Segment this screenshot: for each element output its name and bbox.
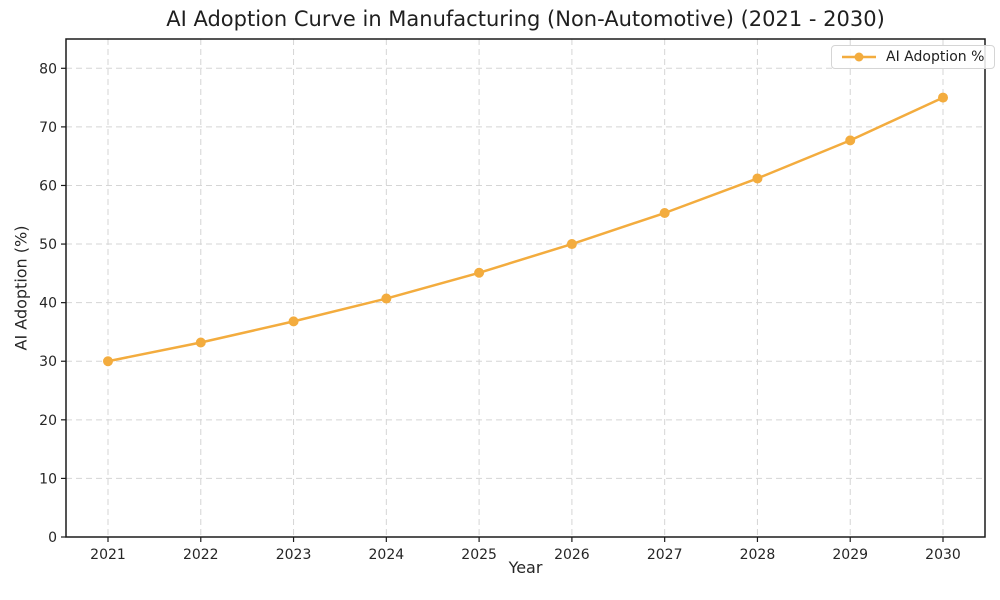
axes-frame	[65, 38, 986, 538]
x-axis-label: Year	[508, 558, 543, 577]
y-tick-label: 0	[48, 530, 57, 546]
data-point	[103, 356, 113, 367]
legend-label: AI Adoption %	[886, 49, 985, 65]
chart-title: AI Adoption Curve in Manufacturing (Non-…	[166, 7, 885, 31]
y-tick-label: 70	[39, 120, 57, 136]
x-tick-label: 2022	[183, 547, 219, 563]
y-tick-label: 20	[39, 413, 57, 429]
data-point	[938, 92, 948, 103]
y-tick-label: 50	[39, 237, 57, 253]
x-tick-label: 2030	[925, 547, 961, 563]
legend-marker	[854, 52, 864, 62]
series-line	[106, 96, 945, 363]
x-tick-label: 2026	[554, 547, 590, 563]
x-tick-label: 2025	[461, 547, 497, 563]
x-tick-label: 2029	[832, 547, 868, 563]
data-point	[474, 267, 485, 278]
y-tick-label: 80	[39, 61, 57, 77]
data-point	[566, 239, 577, 250]
data-point	[381, 293, 392, 304]
data-point	[845, 135, 856, 146]
data-point	[195, 337, 206, 348]
data-point	[288, 316, 299, 327]
y-tick-label: 10	[39, 471, 57, 487]
x-tick-label: 2027	[647, 547, 683, 563]
data-point	[659, 208, 670, 219]
legend: AI Adoption %	[831, 45, 996, 69]
data-point	[752, 173, 763, 184]
x-tick-label: 2023	[276, 547, 312, 563]
x-tick-label: 2021	[90, 547, 126, 563]
y-tick-label: 30	[39, 354, 57, 370]
x-tick-label: 2024	[369, 547, 405, 563]
legend-line-marker-icon	[842, 52, 876, 62]
x-tick-label: 2028	[740, 547, 776, 563]
y-tick-label: 40	[39, 296, 57, 312]
y-axis-label: AI Adoption (%)	[11, 225, 31, 351]
y-tick-label: 60	[39, 178, 57, 194]
